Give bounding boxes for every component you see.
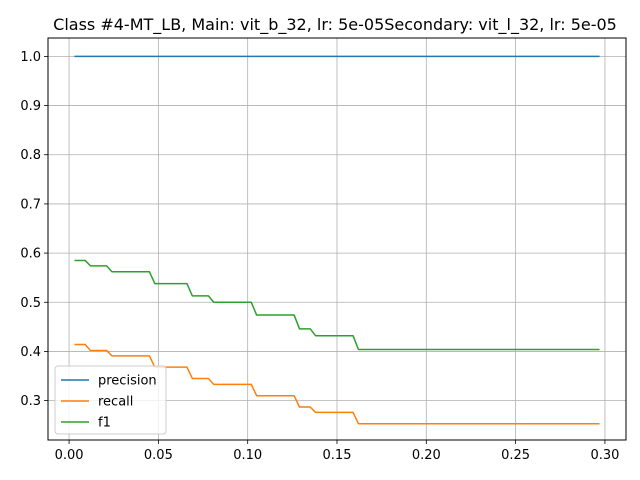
- axis-ticks: 0.00 0.05 0.10 0.15 0.20 0.25 0.30 0.3 0.4 0.5 0.6…: [20, 50, 619, 463]
- legend-label-recall: recall: [98, 395, 133, 410]
- y-tick-label: 0.3: [20, 394, 41, 409]
- x-tick-label: 0.30: [590, 448, 619, 463]
- y-tick-label: 0.8: [20, 148, 41, 163]
- y-tick-label: 0.9: [20, 99, 41, 114]
- x-tick-label: 0.15: [323, 448, 352, 463]
- y-tick-label: 0.5: [20, 296, 41, 311]
- y-tick-label: 0.7: [20, 197, 41, 212]
- series-line-f1: [74, 259, 600, 351]
- x-tick-label: 0.20: [412, 448, 441, 463]
- x-tick-label: 0.25: [501, 448, 530, 463]
- x-tick-label: 0.10: [233, 448, 262, 463]
- legend-label-f1: f1: [98, 416, 111, 431]
- y-tick-label: 1.0: [20, 50, 41, 65]
- legend-box: [54, 365, 167, 435]
- y-tick-label: 0.6: [20, 247, 41, 262]
- series-lines: [74, 55, 600, 425]
- legend: precision recall f1: [54, 365, 167, 435]
- legend-label-precision: precision: [98, 374, 157, 389]
- chart-title: Class #4-MT_LB, Main: vit_b_32, lr: 5e-0…: [53, 15, 617, 35]
- series-line-recall: [74, 343, 600, 425]
- x-tick-label: 0.05: [144, 448, 173, 463]
- y-tick-label: 0.4: [20, 345, 41, 360]
- x-tick-label: 0.00: [55, 448, 84, 463]
